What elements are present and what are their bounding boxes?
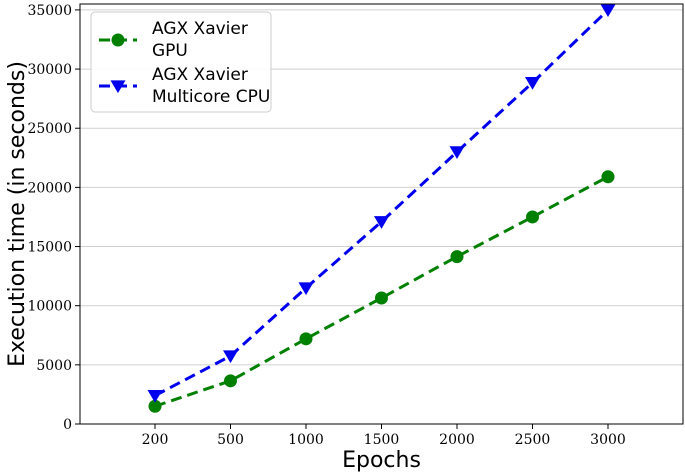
series-line [154, 175, 609, 408]
x-tick-label: 1500 [364, 432, 400, 448]
data-point [601, 170, 615, 184]
y-axis-label: Execution time (in seconds) [5, 61, 30, 367]
x-axis-label: Epochs [342, 448, 421, 473]
x-tick-label: 2000 [439, 432, 475, 448]
data-point [375, 291, 388, 305]
series-group [147, 4, 616, 413]
x-tick-label: 200 [142, 432, 169, 448]
series-2 [147, 4, 616, 403]
series-1 [148, 170, 615, 413]
data-point [299, 332, 313, 346]
data-point [298, 282, 314, 296]
y-axis-ticks: 0 5000 10000 15000 20000 25000 30000 35000 [27, 3, 80, 433]
x-tick-label: 1000 [288, 432, 324, 448]
data-point [450, 250, 464, 264]
x-tick-label: 3000 [590, 432, 626, 448]
y-tick-label: 25000 [27, 121, 72, 137]
plot-frame [79, 3, 684, 425]
data-point [147, 389, 163, 403]
x-axis-ticks: 200 500 1000 1500 2000 2500 3000 [142, 424, 626, 448]
legend-label: GPU [152, 41, 188, 61]
y-tick-label: 15000 [27, 240, 72, 256]
data-point [224, 374, 237, 388]
legend-label: AGX Xavier [152, 19, 248, 39]
x-tick-label: 500 [217, 432, 244, 448]
y-tick-label: 10000 [27, 299, 72, 315]
data-point [600, 4, 616, 18]
data-point [223, 350, 238, 364]
legend-marker [110, 80, 126, 94]
y-tick-label: 35000 [27, 3, 72, 19]
x-tick-label: 2500 [515, 432, 551, 448]
y-tick-label: 0 [63, 417, 72, 433]
y-tick-label: 30000 [27, 62, 72, 78]
legend-label: Multicore CPU [152, 87, 270, 107]
data-point [449, 146, 465, 160]
legend-label: AGX Xavier [152, 65, 248, 85]
y-tick-label: 20000 [27, 180, 72, 196]
data-point [525, 77, 540, 90]
y-tick-label: 5000 [36, 358, 72, 374]
legend-marker [111, 33, 125, 47]
data-point [526, 210, 539, 224]
data-point [148, 399, 162, 413]
data-point [374, 216, 389, 229]
